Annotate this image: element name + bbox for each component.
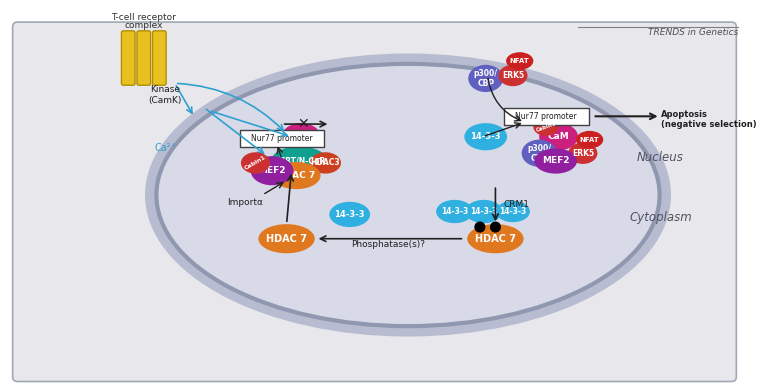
FancyBboxPatch shape [12,22,737,381]
Circle shape [475,222,485,232]
Text: Cytoplasm: Cytoplasm [629,211,692,224]
Text: CRM1: CRM1 [503,200,530,209]
Text: MEF2: MEF2 [258,166,286,175]
Ellipse shape [467,224,523,253]
Text: SMRT/N-CoR: SMRT/N-CoR [273,156,326,165]
Ellipse shape [436,200,473,223]
Text: 14-3-3: 14-3-3 [335,210,365,219]
Text: HDAC3: HDAC3 [311,158,340,167]
Ellipse shape [499,65,527,86]
Text: Importα: Importα [226,198,263,207]
Text: HDAC 7: HDAC 7 [266,234,307,244]
Text: CaM: CaM [548,132,570,141]
Ellipse shape [539,123,578,150]
Ellipse shape [576,131,603,148]
FancyBboxPatch shape [121,31,135,85]
Text: Cabin1: Cabin1 [243,155,267,171]
Ellipse shape [241,152,270,174]
Ellipse shape [533,118,559,136]
Text: HDAC 7: HDAC 7 [475,234,516,244]
Text: Ca²⁺: Ca²⁺ [154,143,176,153]
Text: 14-3-3: 14-3-3 [499,207,526,216]
Text: MEF2: MEF2 [542,156,570,165]
Ellipse shape [329,202,370,227]
Ellipse shape [468,65,503,92]
Ellipse shape [271,146,328,176]
Text: Kinase
(CamK): Kinase (CamK) [148,85,182,105]
Text: p300/
CBP: p300/ CBP [474,69,498,88]
Text: 14-3-3: 14-3-3 [470,207,497,216]
Text: HDAC 7: HDAC 7 [278,171,315,180]
Text: Nucleus: Nucleus [637,151,684,164]
Ellipse shape [151,59,666,331]
Ellipse shape [310,152,341,174]
Text: NFAT: NFAT [580,136,600,143]
Ellipse shape [272,162,321,189]
Text: Phosphatase(s)?: Phosphatase(s)? [352,240,426,249]
Ellipse shape [250,156,294,185]
Text: ERK5: ERK5 [502,71,524,80]
FancyBboxPatch shape [504,108,589,125]
Text: NFAT: NFAT [510,58,530,64]
FancyBboxPatch shape [137,31,151,85]
Ellipse shape [465,200,502,223]
Circle shape [491,222,500,232]
Text: ERK5: ERK5 [572,149,594,158]
Text: ✕: ✕ [298,117,309,131]
Text: CaM: CaM [291,132,312,141]
Ellipse shape [522,140,557,167]
Ellipse shape [465,123,507,150]
Text: 14-3-3: 14-3-3 [471,132,501,141]
Text: Nur77 promoter: Nur77 promoter [515,112,577,121]
Text: TRENDS in Genetics: TRENDS in Genetics [648,28,738,37]
Text: Nur77 promoter: Nur77 promoter [251,134,312,143]
Text: complex: complex [124,21,163,30]
Ellipse shape [568,142,598,164]
Ellipse shape [281,123,321,150]
Text: Cabin1: Cabin1 [535,121,557,133]
Text: Apoptosis
(negative selection): Apoptosis (negative selection) [661,110,756,129]
Text: 14-3-3: 14-3-3 [441,207,468,216]
Text: T-cell receptor: T-cell receptor [111,13,176,22]
FancyBboxPatch shape [152,31,166,85]
Ellipse shape [506,52,533,70]
Ellipse shape [496,201,530,222]
Text: p300/
CBP: p300/ CBP [527,144,551,163]
Ellipse shape [534,148,577,174]
Ellipse shape [258,224,315,253]
FancyBboxPatch shape [240,130,325,147]
